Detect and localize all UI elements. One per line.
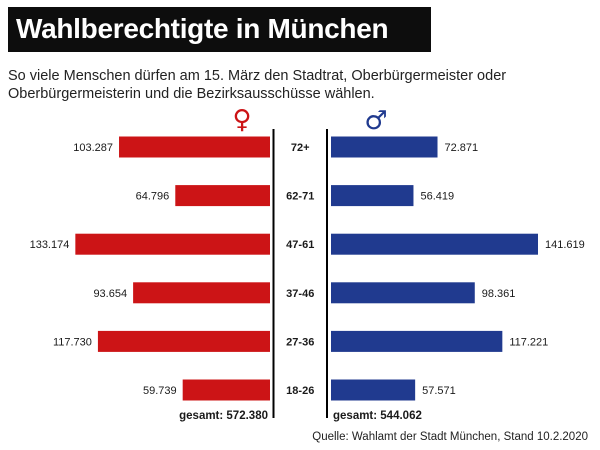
male-value-label: 72.871 xyxy=(445,142,479,154)
female-bar-27-36 xyxy=(97,330,271,352)
female-value-label: 103.287 xyxy=(73,142,113,154)
female-value-label: 59.739 xyxy=(143,385,177,397)
male-bar-27-36 xyxy=(331,330,503,352)
title-banner: Wahlberechtigte in München xyxy=(8,7,431,52)
female-bar-72+ xyxy=(119,136,270,158)
female-bar-18-26 xyxy=(182,379,270,401)
female-total-label: gesamt: 572.380 xyxy=(179,410,268,422)
source-note: Quelle: Wahlamt der Stadt München, Stand… xyxy=(312,431,588,443)
male-bar-72+ xyxy=(331,136,438,158)
male-symbol-icon: ♂ xyxy=(364,106,387,136)
female-value-label: 64.796 xyxy=(136,191,170,203)
female-symbol-icon: ♀ xyxy=(232,105,251,135)
male-value-label: 141.619 xyxy=(545,239,585,251)
male-bar-37-46 xyxy=(331,282,475,304)
age-group-label: 72+ xyxy=(291,142,310,154)
male-value-label: 57.571 xyxy=(422,385,456,397)
age-group-label: 47-61 xyxy=(286,239,314,251)
age-group-label: 62-71 xyxy=(286,191,314,203)
chart-title: Wahlberechtigte in München xyxy=(16,13,389,44)
male-value-label: 117.221 xyxy=(509,336,548,348)
male-bar-47-61 xyxy=(331,233,538,255)
chart-subtitle: So viele Menschen dürfen am 15. März den… xyxy=(8,68,507,102)
female-value-label: 117.730 xyxy=(53,336,92,348)
female-value-label: 133.174 xyxy=(30,239,70,251)
female-bar-37-46 xyxy=(133,282,270,304)
male-bar-62-71 xyxy=(331,185,414,207)
male-bar-18-26 xyxy=(331,379,416,401)
age-group-label: 27-36 xyxy=(286,336,314,348)
female-bar-62-71 xyxy=(175,185,270,207)
female-bar-47-61 xyxy=(75,233,271,255)
male-value-label: 98.361 xyxy=(482,288,516,300)
age-group-label: 18-26 xyxy=(286,385,314,397)
male-total-label: gesamt: 544.062 xyxy=(333,410,422,422)
female-value-label: 93.654 xyxy=(93,288,127,300)
age-group-label: 37-46 xyxy=(286,288,314,300)
male-value-label: 56.419 xyxy=(420,191,454,203)
